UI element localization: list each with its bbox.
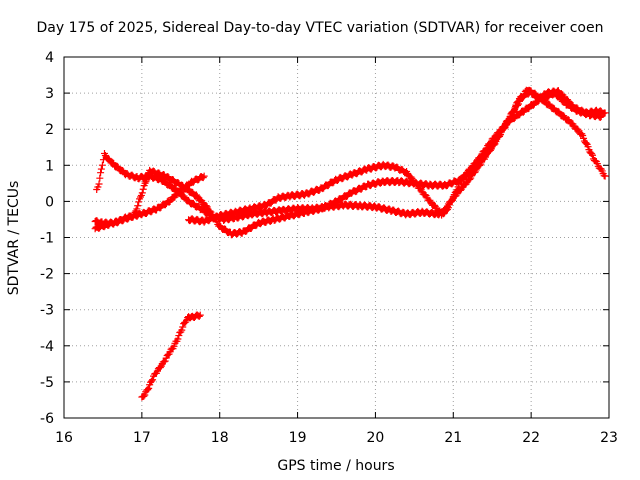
data-point bbox=[148, 377, 156, 385]
data-point bbox=[195, 312, 203, 320]
data-point bbox=[426, 196, 434, 204]
data-point bbox=[514, 101, 522, 109]
data-point bbox=[588, 150, 596, 158]
data-point bbox=[199, 174, 207, 182]
data-point bbox=[601, 109, 609, 117]
y-tick-label: -2 bbox=[40, 267, 54, 283]
data-point bbox=[416, 184, 424, 192]
chart-title: Day 175 of 2025, Sidereal Day-to-day VTE… bbox=[37, 20, 604, 36]
x-tick-label: 20 bbox=[367, 430, 385, 446]
data-point bbox=[447, 197, 455, 205]
x-tick-label: 22 bbox=[522, 430, 540, 446]
data-point bbox=[178, 326, 186, 334]
series-track-e bbox=[138, 311, 204, 401]
data-point bbox=[574, 125, 582, 133]
x-tick-label: 21 bbox=[444, 430, 462, 446]
x-tick-label: 17 bbox=[133, 430, 151, 446]
x-tick-label: 23 bbox=[600, 430, 618, 446]
data-point bbox=[568, 101, 576, 109]
x-tick-label: 18 bbox=[211, 430, 229, 446]
y-tick-label: 0 bbox=[45, 194, 54, 210]
data-point bbox=[448, 196, 456, 204]
y-tick-label: 3 bbox=[45, 86, 54, 102]
data-point bbox=[144, 173, 152, 181]
data-point bbox=[518, 94, 526, 102]
data-point bbox=[584, 143, 592, 151]
data-point bbox=[138, 189, 146, 197]
data-point bbox=[564, 96, 572, 104]
data-point bbox=[175, 332, 183, 340]
data-point bbox=[202, 202, 210, 210]
data-point bbox=[135, 198, 143, 206]
data-point bbox=[95, 180, 103, 188]
data-point bbox=[170, 342, 178, 350]
data-point bbox=[407, 173, 415, 181]
data-point bbox=[476, 161, 484, 169]
data-point bbox=[140, 392, 148, 400]
y-tick-label: 4 bbox=[45, 50, 54, 66]
data-point bbox=[601, 172, 609, 180]
data-points bbox=[91, 86, 609, 401]
data-point bbox=[143, 176, 151, 184]
data-point bbox=[511, 106, 519, 114]
data-point bbox=[485, 148, 493, 156]
data-point bbox=[156, 363, 164, 371]
data-point bbox=[141, 391, 149, 399]
y-tick-label: -5 bbox=[40, 375, 54, 391]
data-point bbox=[139, 185, 147, 193]
y-tick-label: -4 bbox=[40, 339, 54, 355]
data-point bbox=[133, 205, 141, 213]
data-point bbox=[97, 169, 105, 177]
data-point bbox=[466, 175, 474, 183]
y-axis-label: SDTVAR / TECUs bbox=[6, 181, 22, 296]
y-tick-labels: -6 -5 -4 -3 -2 -1 0 1 2 3 4 bbox=[40, 50, 54, 427]
y-tick-label: 2 bbox=[45, 122, 54, 138]
data-point bbox=[96, 174, 104, 182]
plot-frame bbox=[63, 56, 610, 419]
x-tick-label: 19 bbox=[289, 430, 307, 446]
x-tick-labels: 16 17 18 19 20 21 22 23 bbox=[55, 430, 618, 446]
y-tick-label: 1 bbox=[45, 158, 54, 174]
data-point bbox=[200, 172, 208, 180]
data-point bbox=[145, 384, 153, 392]
x-axis-label: GPS time / hours bbox=[277, 458, 394, 474]
data-point bbox=[504, 116, 512, 124]
series-track-c bbox=[91, 87, 609, 239]
y-tick-label: -6 bbox=[40, 411, 54, 427]
data-point bbox=[136, 193, 144, 201]
y-tick-label: -1 bbox=[40, 231, 54, 247]
data-point bbox=[174, 335, 182, 343]
data-point bbox=[589, 151, 597, 159]
data-point bbox=[196, 311, 204, 319]
series-track-d bbox=[185, 86, 609, 226]
x-tick-label: 16 bbox=[55, 430, 73, 446]
data-point bbox=[149, 376, 157, 384]
data-point bbox=[596, 113, 604, 121]
data-point bbox=[98, 161, 106, 169]
data-point bbox=[144, 386, 152, 394]
data-point bbox=[97, 165, 105, 173]
data-point bbox=[161, 357, 169, 365]
y-tick-label: -3 bbox=[40, 303, 54, 319]
data-point bbox=[134, 202, 142, 210]
data-point bbox=[94, 183, 102, 191]
data-point bbox=[179, 323, 187, 331]
